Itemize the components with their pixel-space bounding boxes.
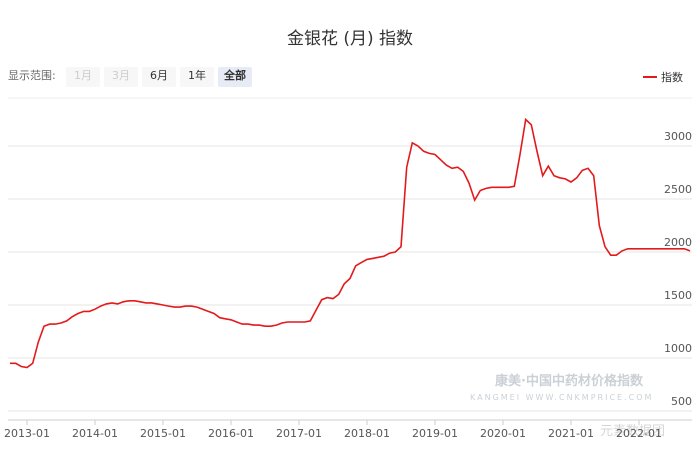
range-button[interactable]	[218, 67, 252, 87]
x-tick-label: 2017-01	[276, 427, 322, 440]
range-button[interactable]	[180, 67, 214, 87]
series-line	[10, 117, 691, 369]
x-tick-label: 2021-01	[548, 427, 594, 440]
range-label: 显示范围:	[8, 68, 56, 82]
x-tick-label: 2022-01	[616, 427, 662, 440]
watermark-brand: 康美·中国中药材价格指数	[495, 373, 644, 389]
x-tick-label: 2013-01	[4, 427, 50, 440]
range-button	[104, 67, 138, 87]
x-tick-label: 2015-01	[140, 427, 186, 440]
y-tick-label: 500	[671, 395, 692, 408]
range-button	[66, 67, 100, 87]
x-tick-label: 2016-01	[208, 427, 254, 440]
range-button[interactable]	[142, 67, 176, 87]
y-tick-label: 1000	[664, 342, 692, 355]
x-tick-label: 2020-01	[480, 427, 526, 440]
legend-label: 指数	[661, 70, 683, 84]
chart-title: 金银花 (月) 指数	[287, 29, 413, 49]
range-button-label: 3月	[112, 69, 130, 82]
watermark-url: KANGMEI WWW.CNKMPRICE.COM	[470, 393, 653, 402]
range-button-label[interactable]: 1年	[188, 68, 206, 82]
y-tick-label: 2500	[664, 183, 692, 196]
x-tick-label: 2019-01	[412, 427, 458, 440]
y-tick-label: 3000	[664, 130, 692, 143]
x-tick-label: 2018-01	[344, 427, 390, 440]
range-buttons: 1月 3月 6月 1年 全部	[66, 67, 252, 87]
y-tick-label: 1500	[664, 289, 692, 302]
range-button-label[interactable]: 全部	[223, 68, 246, 82]
range-button-label[interactable]: 6月	[150, 69, 168, 82]
y-tick-label: 2000	[664, 236, 692, 249]
range-button-label: 1月	[74, 69, 92, 82]
x-tick-label: 2014-01	[72, 427, 118, 440]
watermark: 康美·中国中药材价格指数 KANGMEI WWW.CNKMPRICE.COM 元…	[470, 373, 665, 439]
watermark-social: 元素数据团	[600, 424, 665, 439]
